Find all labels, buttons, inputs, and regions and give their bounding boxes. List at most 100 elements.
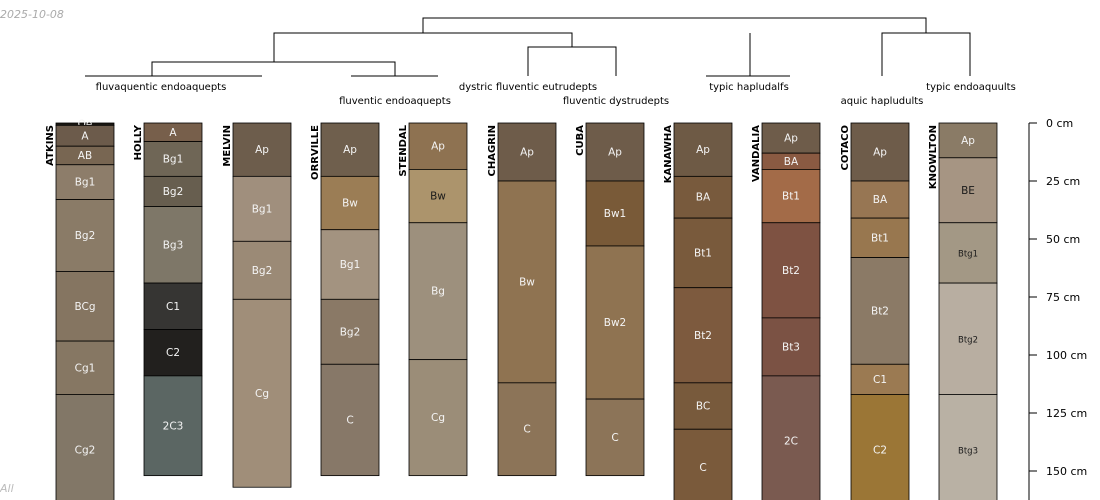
horizon-label: Bt1: [871, 232, 889, 244]
profile-kanawha: Ap BA Bt1 Bt2 BC C KANAWHA: [663, 122, 733, 500]
profile-name: KANAWHA: [663, 125, 674, 184]
horizon-ap: [408, 122, 468, 170]
horizon-bw1: [585, 180, 645, 247]
horizon-c2: [850, 394, 910, 500]
profile-name: STENDAL: [398, 124, 409, 176]
horizon-btg1: [938, 222, 998, 284]
horizon-label: Bg1: [252, 203, 273, 215]
horizon-bt2: [850, 257, 910, 365]
horizon-label: Ap: [961, 135, 975, 147]
horizon-cg: [232, 298, 292, 488]
horizon-2c: [761, 375, 821, 500]
horizon-label: Ap: [255, 144, 269, 156]
horizon-label: Btg3: [958, 447, 978, 457]
depth-tick-label: 50 cm: [1046, 233, 1080, 246]
depth-tick-label: 25 cm: [1046, 175, 1080, 188]
horizon-ap: [320, 122, 380, 177]
horizon-label: Ap: [873, 147, 887, 159]
horizon-label: AB: [78, 150, 92, 162]
depth-tick-label: 125 cm: [1046, 407, 1087, 420]
horizon-label: Cg: [255, 388, 269, 400]
horizon-label: Bt1: [782, 191, 800, 203]
horizon-c: [320, 363, 380, 477]
horizon-label: A: [169, 127, 177, 139]
horizon-label: Ap: [696, 144, 710, 156]
dendrogram-branch: [422, 17, 927, 33]
horizon-label: 2C: [784, 435, 798, 447]
horizon-bw: [408, 168, 468, 224]
horizon-label: Bt2: [694, 330, 712, 342]
profile-orrville: Ap Bw Bg1 Bg2 C ORRVILLE: [310, 122, 380, 477]
horizon-bt2: [761, 222, 821, 319]
horizon-label: BCg: [74, 301, 95, 313]
horizon-label: BA: [696, 192, 711, 204]
horizon-label: Btg1: [958, 249, 978, 259]
profile-name: KNOWLTON: [928, 125, 939, 189]
horizon-label: Ap: [784, 133, 798, 145]
horizon-bg2: [320, 298, 380, 365]
horizon-label: Bg2: [340, 326, 361, 338]
horizon-bt2: [673, 287, 733, 384]
dendrogram-branch: [881, 32, 971, 76]
profile-stendal: Ap Bw Bg Cg STENDAL: [398, 122, 468, 477]
profile-cuba: Ap Bw1 Bw2 C CUBA: [575, 122, 645, 477]
horizon-label: Cg1: [75, 362, 96, 374]
horizon-ap: [938, 122, 998, 159]
horizon-label: Bt1: [694, 247, 712, 259]
horizon-bw2: [585, 245, 645, 400]
horizon-label: Bw: [430, 191, 446, 203]
horizon-bc: [673, 382, 733, 430]
horizon-label: Ap: [520, 147, 534, 159]
horizon-label: BE: [961, 185, 975, 197]
profile-knowlton: Ap BE Btg1 Btg2 Btg3 KNOWLTON: [928, 122, 998, 500]
horizon-ba: [673, 175, 733, 219]
horizon-label: A: [81, 130, 89, 142]
horizon-label: Bg2: [75, 230, 96, 242]
horizon-label: BA: [873, 194, 888, 206]
horizon-label: Bg1: [75, 177, 96, 189]
depth-tick-label: 100 cm: [1046, 349, 1087, 362]
horizon-label: Bt2: [782, 265, 800, 277]
horizon-label: C1: [166, 301, 180, 313]
profile-vandalia: Ap BA Bt1 Bt2 Bt3 2C VANDALIA: [751, 122, 821, 500]
horizon-2c3: [143, 375, 203, 477]
horizon-btg2: [938, 282, 998, 395]
profile-name: VANDALIA: [751, 125, 762, 182]
profile-name: ORRVILLE: [310, 125, 321, 180]
horizon-ba: [850, 180, 910, 219]
horizon-label: C: [523, 424, 530, 436]
group-label-aquic-hapludults: aquic hapludults: [841, 96, 924, 107]
horizon-label: Bw: [342, 198, 358, 210]
horizon-cg2: [55, 394, 115, 500]
horizon-bg1: [143, 141, 203, 177]
profile-name: COTACO: [840, 125, 851, 170]
horizon-bw: [497, 180, 557, 384]
corner-note: All: [0, 482, 14, 495]
profile-holly: A Bg1 Bg2 Bg3 C1 C2 2C3 HOLLY: [133, 122, 203, 477]
horizon-label: Cg: [431, 412, 445, 424]
horizon-label: C: [346, 414, 353, 426]
horizon-btg3: [938, 394, 998, 500]
dendrogram-branch: [273, 32, 573, 62]
horizon-bg1: [232, 175, 292, 242]
horizon-label: Bg: [431, 286, 445, 298]
group-label-dystric-fluventic-eutrudepts: dystric fluventic eutrudepts: [459, 82, 597, 93]
horizon-c: [673, 428, 733, 500]
horizon-label: C1: [873, 374, 887, 386]
horizon-label: Cg2: [75, 445, 96, 457]
horizon-label: Bg1: [340, 259, 361, 271]
horizon-bg2: [143, 175, 203, 207]
horizon-ap: [673, 122, 733, 177]
horizon-ap: [497, 122, 557, 182]
horizon-label: Bg2: [252, 265, 273, 277]
profile-chagrin: Ap Bw C CHAGRIN: [487, 122, 557, 477]
profile-name: CHAGRIN: [487, 125, 498, 176]
horizon-bg2: [232, 240, 292, 300]
horizon-c1: [143, 282, 203, 330]
dendrogram: [85, 17, 971, 77]
horizon-label: Btg2: [958, 335, 978, 345]
horizon-label: Bw2: [604, 317, 626, 329]
horizon-label: C2: [873, 445, 887, 457]
horizon-label: Bg2: [163, 186, 184, 198]
profile-name: HOLLY: [133, 124, 144, 160]
